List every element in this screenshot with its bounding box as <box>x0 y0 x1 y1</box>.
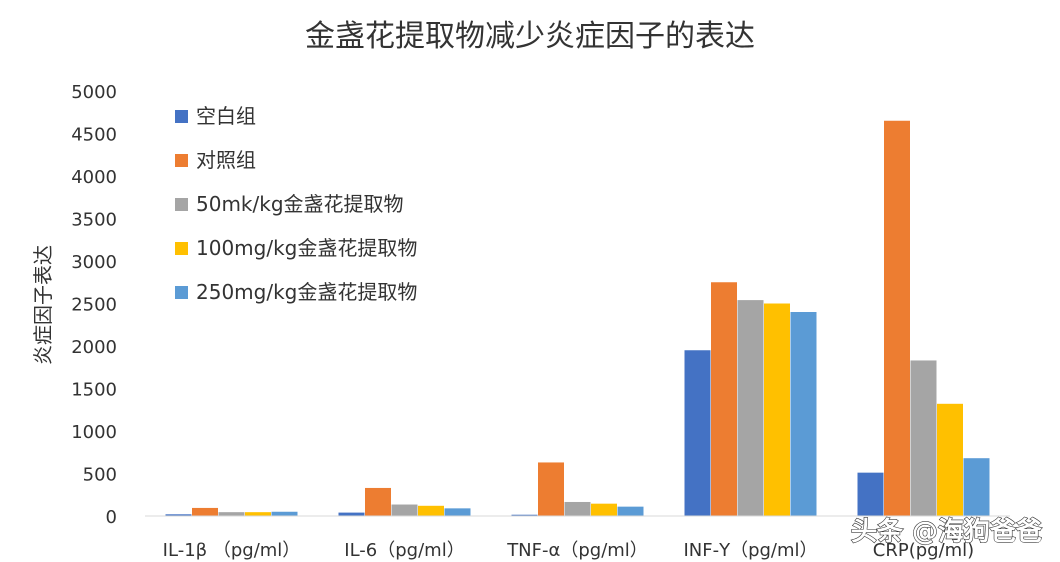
x-category-label: INF-Υ（pg/ml） <box>683 540 817 561</box>
x-category-label: IL-6（pg/ml） <box>344 540 464 561</box>
y-tick-label: 4000 <box>71 167 117 188</box>
bar <box>764 303 790 516</box>
bar <box>963 458 990 516</box>
y-tick-label: 2000 <box>71 337 117 358</box>
bar <box>937 403 963 516</box>
bar <box>564 501 591 516</box>
bar <box>192 507 218 516</box>
bar <box>218 512 245 516</box>
legend-swatch <box>175 110 188 123</box>
bar <box>165 514 192 516</box>
bar <box>857 472 884 516</box>
bar <box>684 350 711 516</box>
y-tick-label: 3000 <box>71 252 117 273</box>
y-tick-label: 2500 <box>71 295 117 316</box>
bar <box>711 282 737 516</box>
bar <box>538 462 564 516</box>
bar <box>271 511 298 516</box>
y-tick-label: 5000 <box>71 82 117 103</box>
x-category-label: IL-1β （pg/ml） <box>163 540 301 561</box>
y-tick-label: 1000 <box>71 422 117 443</box>
legend-label: 50mk/kg金盏花提取物 <box>196 192 404 216</box>
bar <box>245 512 271 516</box>
legend-label: 250mg/kg金盏花提取物 <box>196 280 417 304</box>
bar <box>910 360 937 516</box>
legend-swatch <box>175 286 188 299</box>
watermark: 头条 @海狗爸爸 <box>851 517 1042 547</box>
chart-title: 金盏花提取物减少炎症因子的表达 <box>305 19 755 54</box>
bar <box>391 504 418 516</box>
legend-label: 空白组 <box>196 104 256 128</box>
bar <box>617 506 644 516</box>
legend-swatch <box>175 198 188 211</box>
bar <box>418 505 444 516</box>
bar <box>790 312 817 516</box>
bar <box>365 487 391 516</box>
x-category-label: TNF-α（pg/ml） <box>506 540 648 561</box>
x-axis-categories: IL-1β （pg/ml） IL-6（pg/ml） TNF-α（pg/ml） INF-… <box>163 540 975 561</box>
legend-label: 对照组 <box>196 148 256 172</box>
bar-group <box>165 120 990 516</box>
y-axis-ticks: 0 500 1000 1500 2000 2500 3000 3500 4000 4500 5000 <box>71 82 117 528</box>
y-axis-label: 炎症因子表达 <box>31 245 55 365</box>
bar <box>444 508 471 516</box>
bar <box>737 300 764 516</box>
bar <box>511 514 538 516</box>
x-category-label: CRP(pg/ml) <box>873 540 974 561</box>
y-tick-label: 0 <box>106 507 117 528</box>
y-tick-label: 4500 <box>71 125 117 146</box>
bar <box>338 512 365 516</box>
y-tick-label: 1500 <box>71 380 117 401</box>
bar <box>884 120 910 516</box>
legend-label: 100mg/kg金盏花提取物 <box>196 236 417 260</box>
legend-swatch <box>175 242 188 255</box>
legend-swatch <box>175 154 188 167</box>
y-tick-label: 3500 <box>71 210 117 231</box>
y-tick-label: 500 <box>83 465 117 486</box>
bar <box>591 503 617 516</box>
